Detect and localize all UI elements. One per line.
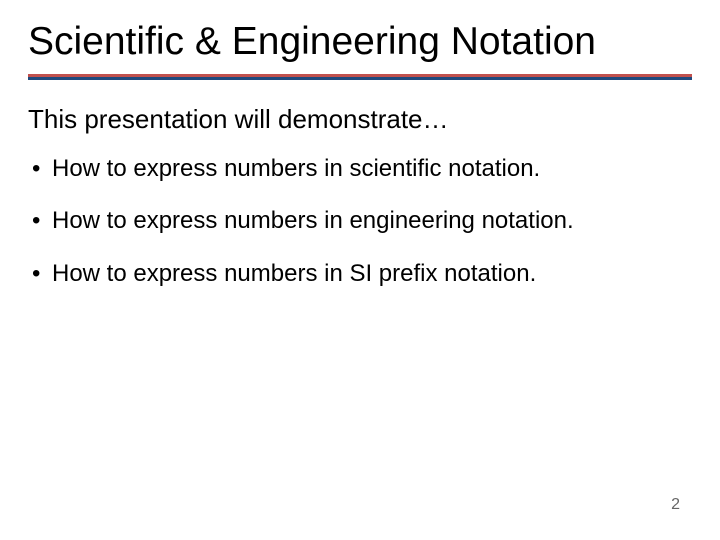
bullet-text: How to express numbers in engineering no… (52, 205, 574, 237)
bullet-text: How to express numbers in SI prefix nota… (52, 258, 536, 290)
bullet-list: • How to express numbers in scientific n… (28, 153, 692, 290)
slide-title: Scientific & Engineering Notation (28, 20, 692, 64)
divider-bar-bottom (28, 77, 692, 80)
slide: Scientific & Engineering Notation This p… (0, 0, 720, 540)
bullet-icon: • (32, 153, 52, 185)
title-divider (28, 74, 692, 80)
list-item: • How to express numbers in SI prefix no… (32, 258, 692, 290)
bullet-text: How to express numbers in scientific not… (52, 153, 540, 185)
bullet-icon: • (32, 258, 52, 290)
bullet-icon: • (32, 205, 52, 237)
list-item: • How to express numbers in scientific n… (32, 153, 692, 185)
intro-text: This presentation will demonstrate… (28, 104, 692, 135)
list-item: • How to express numbers in engineering … (32, 205, 692, 237)
page-number: 2 (671, 496, 680, 514)
